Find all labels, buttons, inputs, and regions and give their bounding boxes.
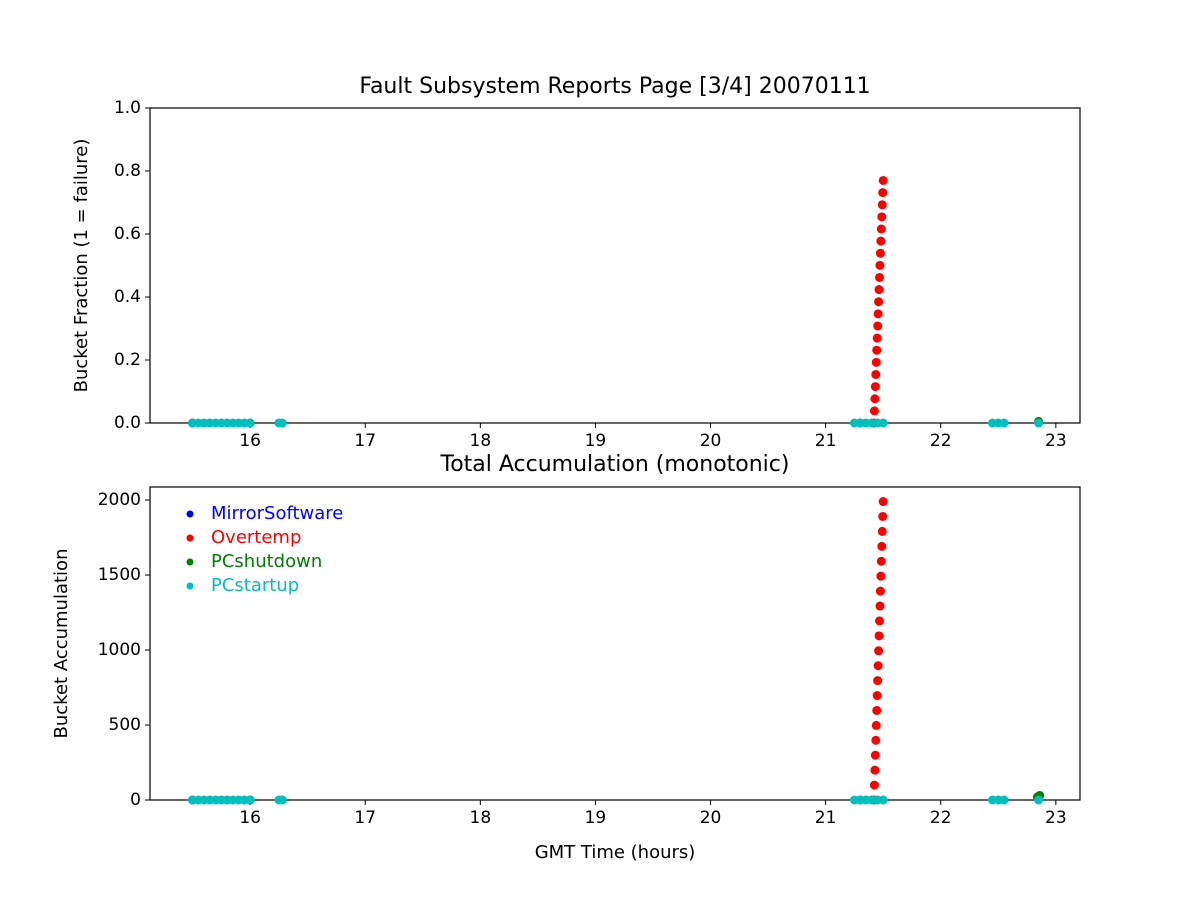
point xyxy=(872,691,882,701)
point xyxy=(876,556,886,566)
point xyxy=(871,735,881,745)
point xyxy=(875,248,885,258)
point xyxy=(999,418,1009,428)
x-tick-label: 18 xyxy=(470,431,492,451)
legend-label: PCstartup xyxy=(211,575,299,596)
y-tick-label: 0.8 xyxy=(114,161,141,181)
y-tick-label: 1500 xyxy=(98,565,141,585)
x-tick-label: 21 xyxy=(815,431,837,451)
point xyxy=(875,601,885,611)
point xyxy=(877,212,887,222)
point xyxy=(870,394,880,404)
legend-marker xyxy=(186,534,194,542)
point xyxy=(878,497,888,507)
point xyxy=(874,297,884,307)
point xyxy=(876,236,886,246)
y-axis-label: Bucket Accumulation xyxy=(51,549,72,739)
point xyxy=(871,369,881,379)
chart-title: Total Accumulation (monotonic) xyxy=(440,452,790,477)
point xyxy=(1034,418,1044,428)
point xyxy=(878,175,888,185)
y-tick-label: 1000 xyxy=(98,640,141,660)
point xyxy=(873,321,883,331)
point xyxy=(874,285,884,295)
point xyxy=(872,345,882,355)
x-tick-label: 21 xyxy=(815,808,837,828)
y-axis-label: Bucket Fraction (1 = failure) xyxy=(71,139,92,393)
point xyxy=(869,406,879,416)
legend-marker xyxy=(186,582,194,590)
legend-label: PCshutdown xyxy=(211,551,322,572)
point xyxy=(999,795,1009,805)
point xyxy=(876,571,886,581)
point xyxy=(871,720,881,730)
x-tick-label: 22 xyxy=(930,808,952,828)
point xyxy=(277,418,287,428)
point xyxy=(869,780,879,790)
point xyxy=(871,357,881,367)
point xyxy=(878,511,888,521)
legend-marker xyxy=(186,558,194,566)
point xyxy=(873,676,883,686)
point xyxy=(872,333,882,343)
x-tick-label: 19 xyxy=(585,808,607,828)
point xyxy=(874,272,884,282)
y-tick-label: 500 xyxy=(109,715,141,735)
x-tick-label: 18 xyxy=(470,808,492,828)
point xyxy=(877,200,887,210)
y-tick-label: 0.6 xyxy=(114,224,141,244)
x-tick-label: 22 xyxy=(930,431,952,451)
x-tick-label: 23 xyxy=(1045,431,1067,451)
x-tick-label: 23 xyxy=(1045,808,1067,828)
point xyxy=(872,705,882,715)
point xyxy=(876,224,886,234)
point xyxy=(870,765,880,775)
axes-frame xyxy=(149,107,1081,424)
point xyxy=(878,418,888,428)
y-tick-label: 0.4 xyxy=(114,287,141,307)
x-tick-label: 20 xyxy=(700,808,722,828)
point xyxy=(875,260,885,270)
x-tick-label: 17 xyxy=(354,431,376,451)
point xyxy=(1034,795,1044,805)
point xyxy=(873,661,883,671)
point xyxy=(878,188,888,198)
point xyxy=(873,309,883,319)
point xyxy=(874,616,884,626)
y-tick-label: 2000 xyxy=(98,490,141,510)
point xyxy=(874,646,884,656)
point xyxy=(877,526,887,536)
point xyxy=(245,418,255,428)
x-tick-label: 16 xyxy=(239,431,261,451)
point xyxy=(277,795,287,805)
chart-title: Fault Subsystem Reports Page [3/4] 20070… xyxy=(359,74,870,99)
y-tick-label: 0 xyxy=(130,790,141,810)
legend-label: MirrorSoftware xyxy=(211,503,343,524)
x-axis-label: GMT Time (hours) xyxy=(535,842,696,863)
y-tick-label: 0.0 xyxy=(114,413,141,433)
legend-marker xyxy=(186,510,194,518)
x-tick-label: 17 xyxy=(354,808,376,828)
y-tick-label: 1.0 xyxy=(114,98,141,118)
point xyxy=(870,750,880,760)
point xyxy=(878,795,888,805)
x-tick-label: 20 xyxy=(700,431,722,451)
point xyxy=(875,586,885,596)
y-tick-label: 0.2 xyxy=(114,350,141,370)
point xyxy=(874,631,884,641)
x-tick-label: 16 xyxy=(239,808,261,828)
point xyxy=(245,795,255,805)
point xyxy=(870,382,880,392)
legend-label: Overtemp xyxy=(211,527,301,548)
point xyxy=(877,541,887,551)
axes-frame xyxy=(149,486,1081,801)
x-tick-label: 19 xyxy=(585,431,607,451)
